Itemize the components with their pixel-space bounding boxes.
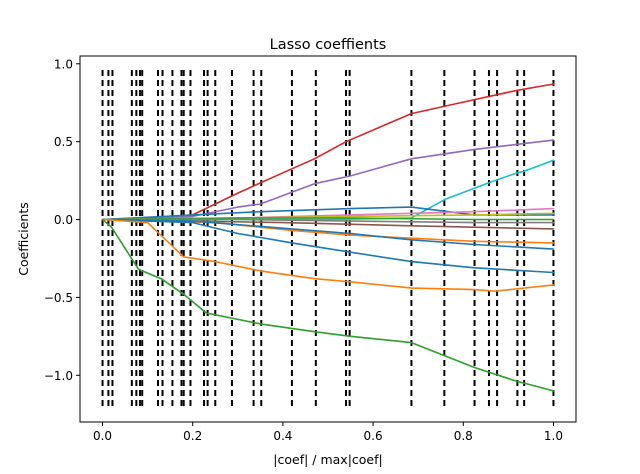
- series-line-12: [101, 218, 555, 274]
- x-axis-label: |coef| / max|coef|: [273, 452, 382, 467]
- y-tick-label-4: 0.5: [54, 135, 73, 149]
- x-tick-label-3: 0.4: [273, 429, 292, 443]
- y-axis-label: Coefficients: [16, 202, 31, 276]
- y-tick-label-2: −0.5: [44, 291, 73, 305]
- chart-title: Lasso coeffients: [270, 37, 387, 53]
- series-line-2: [101, 139, 555, 221]
- series-line-11: [101, 218, 555, 250]
- plot-area-frame: [79, 55, 577, 423]
- series-line-7: [101, 217, 555, 221]
- series-layer: [101, 83, 555, 392]
- x-axis-ticks: 0.0 0.2 0.4 0.6 0.8 1.0: [93, 422, 563, 443]
- series-line-14: [101, 218, 555, 392]
- y-tick-label-3: 0.0: [54, 213, 73, 227]
- series-line-8: [101, 218, 555, 224]
- series-line-3: [101, 159, 555, 221]
- x-tick-label-1: 0.0: [93, 429, 112, 443]
- y-tick-label-1: −1.0: [44, 369, 73, 383]
- y-tick-label-5: 1.0: [54, 57, 73, 71]
- x-tick-label-2: 0.2: [183, 429, 202, 443]
- x-tick-label-4: 0.6: [364, 429, 383, 443]
- x-tick-label-5: 0.8: [454, 429, 473, 443]
- y-axis-ticks: −1.0 −0.5 0.0 0.5 1.0: [44, 57, 80, 383]
- series-line-13: [101, 218, 555, 293]
- vertical-line-layer: [101, 70, 555, 407]
- x-tick-label-6: 1.0: [544, 429, 563, 443]
